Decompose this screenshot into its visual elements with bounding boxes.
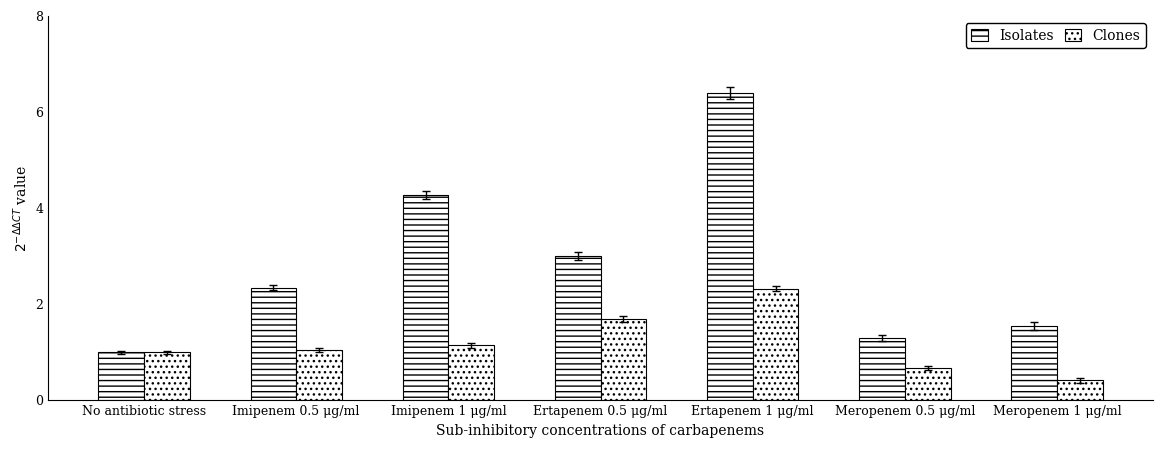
Legend: Isolates, Clones: Isolates, Clones — [966, 23, 1145, 48]
Bar — [144, 352, 190, 401]
Y-axis label: $2^{-\Delta\Delta CT}$ value: $2^{-\Delta\Delta CT}$ value — [12, 165, 30, 252]
Bar — [859, 338, 904, 401]
Bar — [904, 368, 951, 401]
Bar — [707, 93, 753, 401]
Bar — [296, 350, 342, 401]
Bar — [1057, 380, 1102, 401]
Bar — [98, 352, 144, 401]
Bar — [403, 195, 448, 401]
Bar — [1012, 326, 1057, 401]
Bar — [448, 345, 494, 401]
Bar — [601, 319, 646, 401]
Bar — [250, 287, 296, 401]
Bar — [555, 256, 601, 401]
Bar — [753, 289, 799, 401]
X-axis label: Sub-inhibitory concentrations of carbapenems: Sub-inhibitory concentrations of carbape… — [436, 424, 765, 438]
